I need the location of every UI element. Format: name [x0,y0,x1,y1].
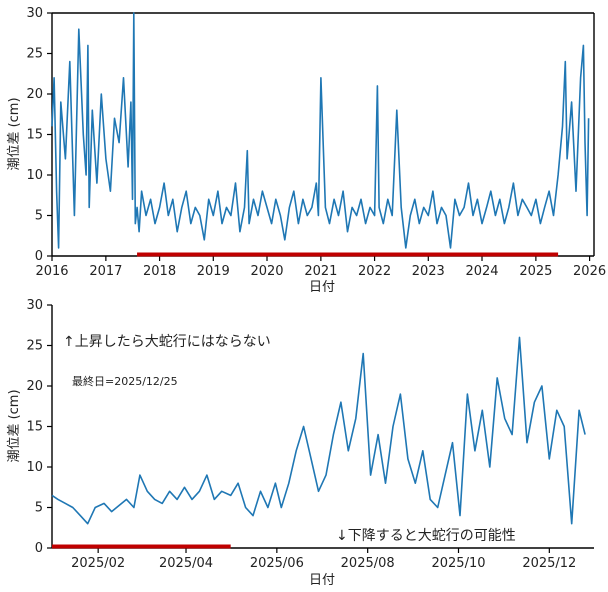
annotation-rise: ↑上昇したら大蛇行にはならない [63,334,271,350]
x-tick-label: 2025/04 [159,556,213,571]
y-tick-label: 25 [26,339,43,354]
x-tick-label: 2016 [35,264,68,279]
y-tick-label: 15 [26,420,43,435]
x-tick-label: 2025/06 [250,556,304,571]
x-tick-label: 2026 [573,264,606,279]
x-tick-label: 2017 [89,264,122,279]
bottom-x-ticks: 2025/02 2025/04 2025/06 2025/08 2025/10 2025/… [71,548,576,571]
x-tick-label: 2025/02 [71,556,125,571]
y-tick-label: 30 [26,6,43,21]
y-tick-label: 15 [26,128,43,143]
y-tick-label: 20 [26,379,43,394]
x-tick-label: 2020 [250,264,283,279]
y-tick-label: 5 [35,501,43,516]
y-tick-label: 20 [26,87,43,102]
x-tick-label: 2025/12 [522,556,576,571]
top-y-axis-label: 潮位差 (cm) [7,97,22,170]
x-tick-label: 2025/08 [341,556,395,571]
x-tick-label: 2021 [304,264,337,279]
bottom-y-ticks: 0 5 10 15 20 25 30 [26,298,52,556]
y-tick-label: 10 [26,460,43,475]
x-tick-label: 2025/10 [431,556,485,571]
x-tick-label: 2022 [358,264,391,279]
x-tick-label: 2025 [519,264,552,279]
y-tick-label: 25 [26,47,43,62]
top-x-ticks: 2016 2017 2018 2019 2020 2021 2022 2023 2024 2025… [35,256,606,279]
y-tick-label: 0 [35,541,43,556]
top-series-line [51,12,590,249]
top-y-ticks: 0 5 10 15 20 25 30 [26,6,52,264]
annotation-fall: ↓下降すると大蛇行の可能性 [336,528,516,544]
x-tick-label: 2018 [143,264,176,279]
x-tick-label: 2019 [197,264,230,279]
y-tick-label: 5 [35,209,43,224]
top-x-axis-label: 日付 [309,280,335,295]
bottom-x-axis-label: 日付 [309,573,335,588]
y-tick-label: 30 [26,298,43,313]
y-tick-label: 0 [35,249,43,264]
bottom-y-axis-label: 潮位差 (cm) [7,389,22,462]
x-tick-label: 2024 [465,264,498,279]
x-tick-label: 2023 [412,264,445,279]
annotation-last-day: 最終日=2025/12/25 [72,374,178,388]
y-tick-label: 10 [26,168,43,183]
bottom-series-line [51,336,586,525]
